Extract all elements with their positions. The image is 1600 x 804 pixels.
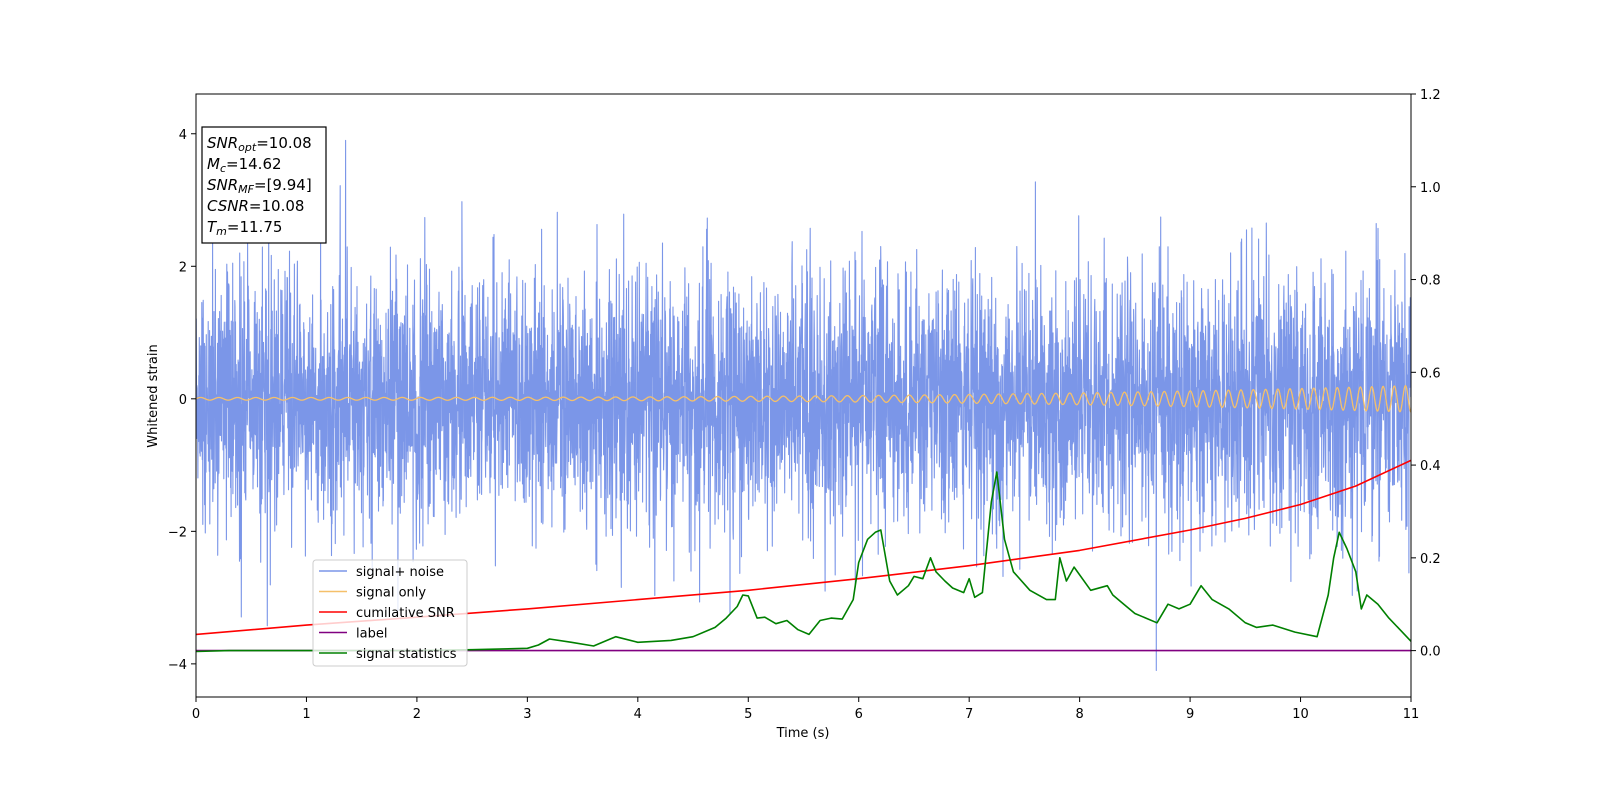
right-y-tick-label: 0.8	[1420, 274, 1441, 289]
info-subscript: m	[216, 225, 227, 238]
legend-label: signal only	[356, 586, 426, 601]
info-box-frame	[201, 126, 327, 244]
legend-frame	[312, 559, 468, 667]
left-y-tick-label: 0	[179, 393, 187, 408]
info-value: =11.75	[227, 218, 283, 236]
legend: signal+ noise signal only cumilative SNR la…	[312, 559, 468, 667]
series-line-signal-plus-noise	[196, 139, 1411, 672]
info-value: =14.62	[226, 155, 282, 173]
x-tick-label: 6	[855, 707, 863, 722]
info-symbol: T	[207, 218, 218, 236]
y-axis-label: Whitened strain	[146, 344, 161, 447]
right-y-tick-label: 1.2	[1420, 88, 1441, 103]
legend-label: signal statistics	[356, 647, 457, 662]
info-box-line: Mc=14.62	[207, 155, 282, 175]
x-tick-label: 2	[413, 707, 421, 722]
x-tick-label: 1	[302, 707, 310, 722]
x-tick-label: 3	[523, 707, 531, 722]
left-y-tick-label: −2	[168, 525, 187, 540]
info-box-line: SNRopt=10.08	[207, 134, 312, 154]
info-value: =10.08	[256, 134, 312, 152]
info-symbol: M	[207, 155, 220, 173]
info-value: =[9.94]	[254, 176, 312, 194]
info-value: =10.08	[249, 197, 305, 215]
x-tick-label: 11	[1403, 707, 1420, 722]
x-tick-label: 5	[744, 707, 752, 722]
info-box-line: SNRMF=[9.94]	[207, 176, 312, 196]
x-axis-label: Time (s)	[776, 726, 830, 741]
series-line-signal-only	[196, 385, 1411, 413]
x-tick-label: 8	[1075, 707, 1083, 722]
right-y-tick-label: 0.2	[1420, 552, 1441, 567]
left-y-tick-label: 4	[179, 128, 187, 143]
info-symbol: SNR	[207, 176, 238, 194]
x-tick-label: 4	[634, 707, 642, 722]
x-tick-label: 10	[1292, 707, 1309, 722]
info-symbol: SNR	[207, 134, 238, 152]
info-box-line: CSNR=10.08	[207, 197, 304, 215]
info-subscript: opt	[238, 141, 257, 154]
left-y-tick-label: 2	[179, 260, 187, 275]
right-y-tick-label: 0.4	[1420, 459, 1441, 474]
x-tick-label: 9	[1186, 707, 1194, 722]
right-y-tick-label: 1.0	[1420, 181, 1441, 196]
right-y-tick-label: 0.0	[1420, 645, 1441, 660]
x-tick-label: 7	[965, 707, 973, 722]
right-y-tick-label: 0.6	[1420, 366, 1441, 381]
info-box: SNRopt=10.08Mc=14.62SNRMF=[9.94]CSNR=10.…	[201, 126, 327, 244]
info-subscript: MF	[238, 183, 254, 196]
legend-label: label	[356, 627, 387, 642]
left-y-tick-label: −4	[168, 658, 187, 673]
info-subscript: c	[220, 162, 226, 175]
x-axis-ticks: 0 1 2 3 4 5 6 7 8 9 10 11	[192, 697, 1419, 722]
legend-label: signal+ noise	[356, 565, 444, 580]
series-line-signal-statistics	[196, 471, 1411, 653]
info-box-line: Tm=11.75	[207, 218, 282, 238]
info-symbol: CSNR	[207, 197, 249, 215]
right-y-axis-ticks: 0.0 0.2 0.4 0.6 0.8 1.0 1.2	[1411, 88, 1441, 660]
x-tick-label: 0	[192, 707, 200, 722]
legend-label: cumilative SNR	[356, 606, 455, 621]
left-y-axis-ticks: −4 −2 0 2 4	[168, 128, 196, 673]
plot-frame	[195, 93, 1412, 698]
